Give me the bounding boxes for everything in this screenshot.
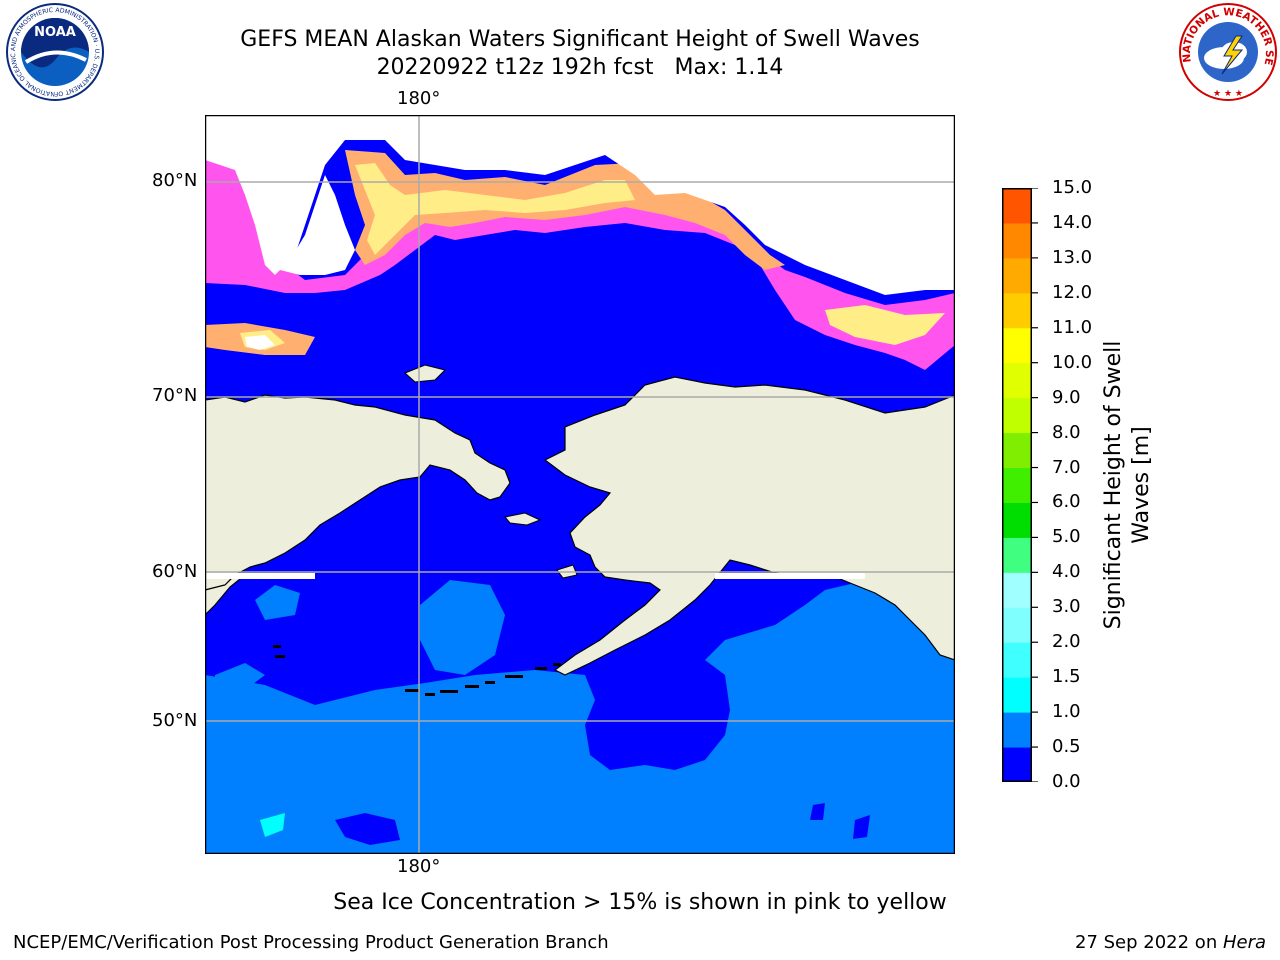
colorbar-label-line1: Significant Height of Swell: [1101, 340, 1126, 630]
colorbar-segment: [1002, 327, 1032, 364]
footer-date: 27 Sep 2022 on Hera: [1075, 932, 1266, 953]
svg-text:★ ★ ★: ★ ★ ★: [1213, 89, 1243, 99]
graticule: [205, 115, 955, 854]
ocean-mid-patch-west: [255, 585, 300, 620]
colorbar-tick-label: 3.0: [1052, 596, 1081, 618]
colorbar-segment: [1002, 432, 1032, 469]
colorbar-segment: [1002, 502, 1032, 538]
forecast-time: 20220922 t12z 192h fcst: [376, 55, 654, 80]
no-data-ice-pack-west: [265, 175, 355, 275]
colorbar-segment: [1002, 362, 1032, 399]
colorbar-tick-label: 9.0: [1052, 386, 1081, 408]
chart-subtitle: 20220922 t12z 192h fcst Max: 1.14: [130, 55, 1030, 81]
footer-date-text: 27 Sep 2022 on: [1075, 932, 1223, 953]
ocean-low-patch-1: [335, 813, 400, 845]
colorbar-tick-label: 8.0: [1052, 421, 1081, 443]
colorbar-tick-label: 6.0: [1052, 491, 1081, 513]
ocean-mid-region: [205, 580, 955, 854]
footer-host: Hera: [1222, 932, 1266, 953]
sea-ice-note-text: Sea Ice Concentration > 15% is shown in …: [333, 890, 947, 915]
swell-height-map: [205, 115, 955, 854]
colorbar-segment: [1002, 642, 1032, 678]
no-data-strip-west: [205, 573, 315, 579]
max-value: Max: 1.14: [674, 55, 784, 80]
nws-logo: NATIONAL WEATHER SERVICE ★ ★ ★: [1176, 0, 1277, 101]
colorbar-segment: [1002, 712, 1032, 748]
ocean-low-patch-2: [853, 815, 870, 839]
aleutian-islands: [273, 645, 561, 696]
sea-ice-band: [205, 147, 955, 370]
lat-label-80: 80°N: [152, 170, 198, 191]
ocean-mid-patch-center: [420, 580, 505, 675]
colorbar-tick-label: 4.0: [1052, 561, 1081, 583]
colorbar-tick-label: 15.0: [1052, 177, 1093, 198]
colorbar-tick-label: 7.0: [1052, 456, 1081, 478]
noaa-logo: NATIONAL OCEANIC AND ATMOSPHERIC ADMINIS…: [0, 0, 104, 101]
colorbar-segment: [1002, 467, 1032, 503]
colorbar-segment: [1002, 188, 1032, 224]
colorbar-segment: [1002, 222, 1032, 259]
land-kamchatka-coast: [205, 574, 247, 616]
lon-label-top: 180°: [397, 88, 441, 109]
colorbar-label-line2: Waves [m]: [1129, 426, 1154, 544]
colorbar-tick-label: 12.0: [1052, 281, 1093, 303]
noaa-text: NOAA: [34, 25, 76, 40]
map-frame: [205, 115, 955, 854]
ocean-mid-patch-south: [215, 663, 265, 690]
sea-ice-east-yellow: [825, 305, 945, 345]
colorbar-segment: [1002, 747, 1032, 782]
colorbar-segment: [1002, 397, 1032, 434]
colorbar-tick-label: 0.0: [1052, 771, 1081, 792]
colorbar-segment: [1002, 572, 1032, 608]
no-data-ice-pack: [205, 115, 955, 295]
land-siberia: [205, 394, 511, 591]
lon-label-bottom: 180°: [397, 856, 441, 877]
sea-ice-note: Sea Ice Concentration > 15% is shown in …: [0, 890, 1280, 915]
colorbar-segment: [1002, 607, 1032, 643]
colorbar-tick-label: 2.0: [1052, 631, 1081, 653]
ocean-cyan-patch: [260, 813, 285, 837]
colorbar-tick-label: 5.0: [1052, 526, 1081, 548]
colorbar-tick-label: 11.0: [1052, 316, 1093, 338]
colorbar-segment: [1002, 257, 1032, 294]
footer-credit: NCEP/EMC/Verification Post Processing Pr…: [13, 932, 609, 953]
land-wrangel-island: [404, 364, 446, 383]
colorbar-tick-label: 1.5: [1052, 666, 1081, 688]
no-data-ice-west-spot: [245, 335, 275, 350]
colorbar: [1002, 188, 1038, 782]
colorbar-tick-label: 1.0: [1052, 701, 1081, 723]
colorbar-frame: [1002, 188, 1032, 782]
sea-ice-yellow: [355, 163, 635, 255]
colorbar-tick-label: 10.0: [1052, 351, 1093, 373]
colorbar-tick-label: 0.5: [1052, 736, 1081, 758]
chart-title: GEFS MEAN Alaskan Waters Significant Hei…: [240, 27, 920, 52]
no-data-strip-east: [715, 573, 865, 579]
lat-label-50: 50°N: [152, 710, 198, 731]
colorbar-segment: [1002, 292, 1032, 329]
land-st-lawrence-island: [504, 512, 542, 526]
colorbar-segment: [1002, 537, 1032, 573]
lat-label-70: 70°N: [152, 385, 198, 406]
colorbar-tick-label: 13.0: [1052, 246, 1093, 268]
colorbar-tick-label: 14.0: [1052, 211, 1093, 233]
lat-label-60: 60°N: [152, 561, 198, 582]
colorbar-label: Significant Height of Swell Waves [m]: [1100, 341, 1156, 630]
colorbar-segment: [1002, 677, 1032, 713]
colorbar-ticks: 0.0 0.5 1.0 1.5 2.0 3.0 4.0 5.0 6.0 7.0 8.0 9.0 10.0…: [1052, 177, 1102, 792]
ocean-low-patch-3: [810, 803, 825, 820]
